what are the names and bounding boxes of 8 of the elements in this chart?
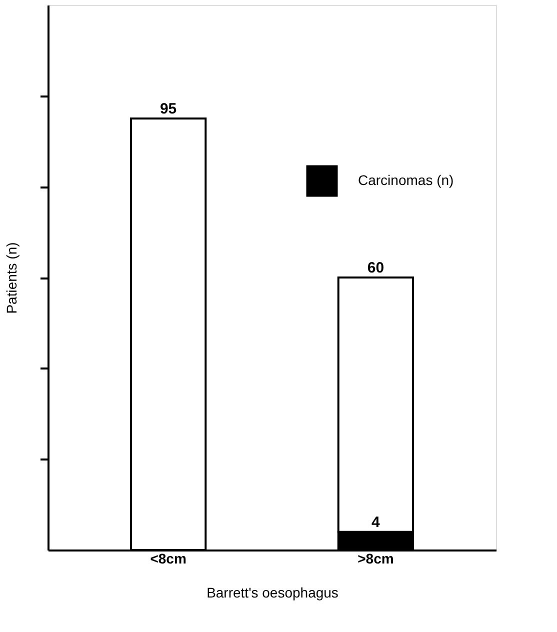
x-tick-label: <8cm	[150, 550, 186, 566]
x-tick-label: >8cm	[358, 550, 394, 566]
x-axis-title: Barrett's oesophagus	[206, 584, 338, 600]
total-label: 95	[160, 100, 177, 118]
data-label: 4	[372, 514, 381, 531]
total-label: 60	[367, 260, 384, 276]
y-axis-title: Patients (n)	[4, 242, 20, 314]
legend-label: Carcinomas (n)	[358, 172, 454, 188]
